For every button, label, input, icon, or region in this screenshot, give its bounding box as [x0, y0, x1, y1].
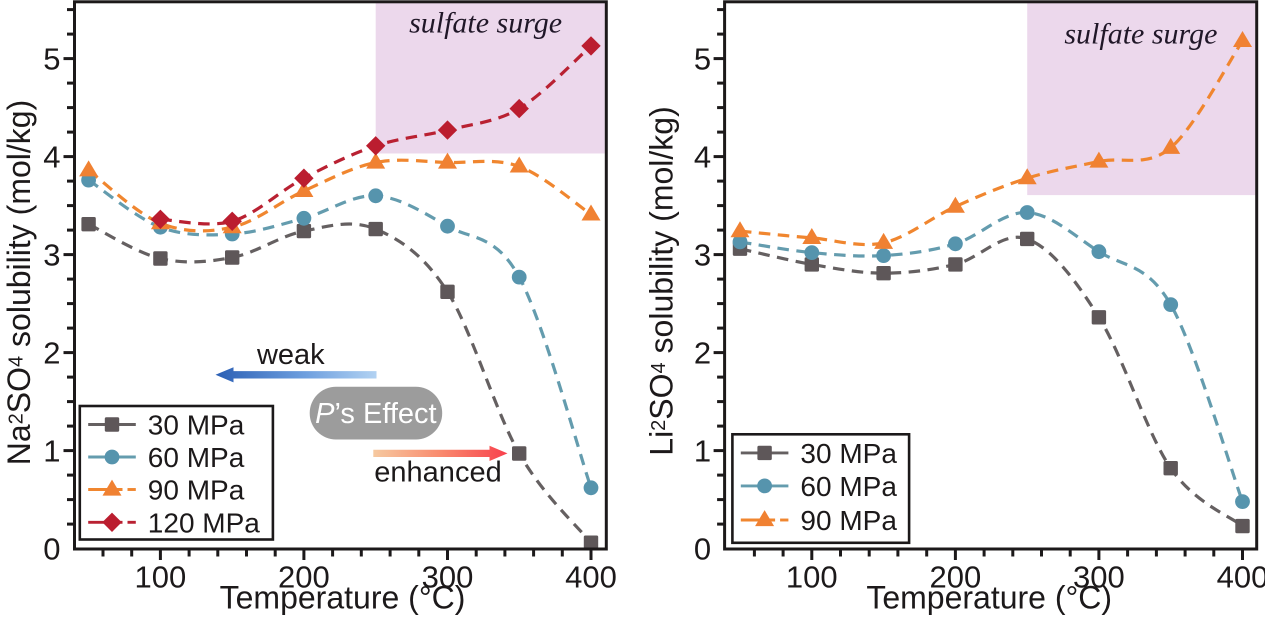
- svg-text:300: 300: [1073, 560, 1125, 595]
- svg-text:30 MPa: 30 MPa: [800, 438, 897, 469]
- svg-text:1: 1: [43, 434, 60, 469]
- svg-text:3: 3: [694, 238, 711, 273]
- svg-text:Li2SO4 solubility (mol/kg): Li2SO4 solubility (mol/kg): [644, 106, 680, 455]
- svg-text:4: 4: [694, 140, 711, 175]
- svg-text:sulfate surge: sulfate surge: [409, 7, 562, 40]
- svg-text:90 MPa: 90 MPa: [148, 475, 245, 506]
- svg-text:enhanced: enhanced: [374, 456, 501, 488]
- svg-text:Na2SO4 solubility (mol/kg): Na2SO4 solubility (mol/kg): [1, 100, 37, 465]
- svg-text:400: 400: [1217, 560, 1265, 595]
- svg-text:0: 0: [43, 532, 60, 567]
- svg-text:sulfate surge: sulfate surge: [1064, 18, 1217, 51]
- svg-text:3: 3: [43, 238, 60, 273]
- svg-text:100: 100: [135, 560, 187, 595]
- svg-text:60 MPa: 60 MPa: [148, 442, 245, 473]
- svg-text:200: 200: [278, 560, 330, 595]
- svg-text:weak: weak: [256, 339, 325, 371]
- svg-text:2: 2: [694, 336, 711, 371]
- svg-text:2: 2: [43, 336, 60, 371]
- svg-text:4: 4: [43, 140, 60, 175]
- svg-text:30 MPa: 30 MPa: [148, 410, 245, 441]
- svg-text:5: 5: [694, 42, 711, 77]
- svg-text:1: 1: [694, 434, 711, 469]
- svg-text:100: 100: [786, 560, 838, 595]
- svg-text:P’s Effect: P’s Effect: [315, 398, 436, 430]
- svg-text:120 MPa: 120 MPa: [148, 507, 260, 538]
- svg-text:90 MPa: 90 MPa: [800, 505, 897, 536]
- svg-text:Temperature (°C): Temperature (°C): [220, 580, 466, 616]
- svg-text:Temperature (°C): Temperature (°C): [866, 580, 1112, 616]
- svg-text:300: 300: [422, 560, 474, 595]
- svg-text:400: 400: [565, 560, 617, 595]
- svg-text:60 MPa: 60 MPa: [800, 471, 897, 502]
- svg-text:5: 5: [43, 42, 60, 77]
- svg-text:0: 0: [694, 532, 711, 567]
- svg-text:200: 200: [930, 560, 982, 595]
